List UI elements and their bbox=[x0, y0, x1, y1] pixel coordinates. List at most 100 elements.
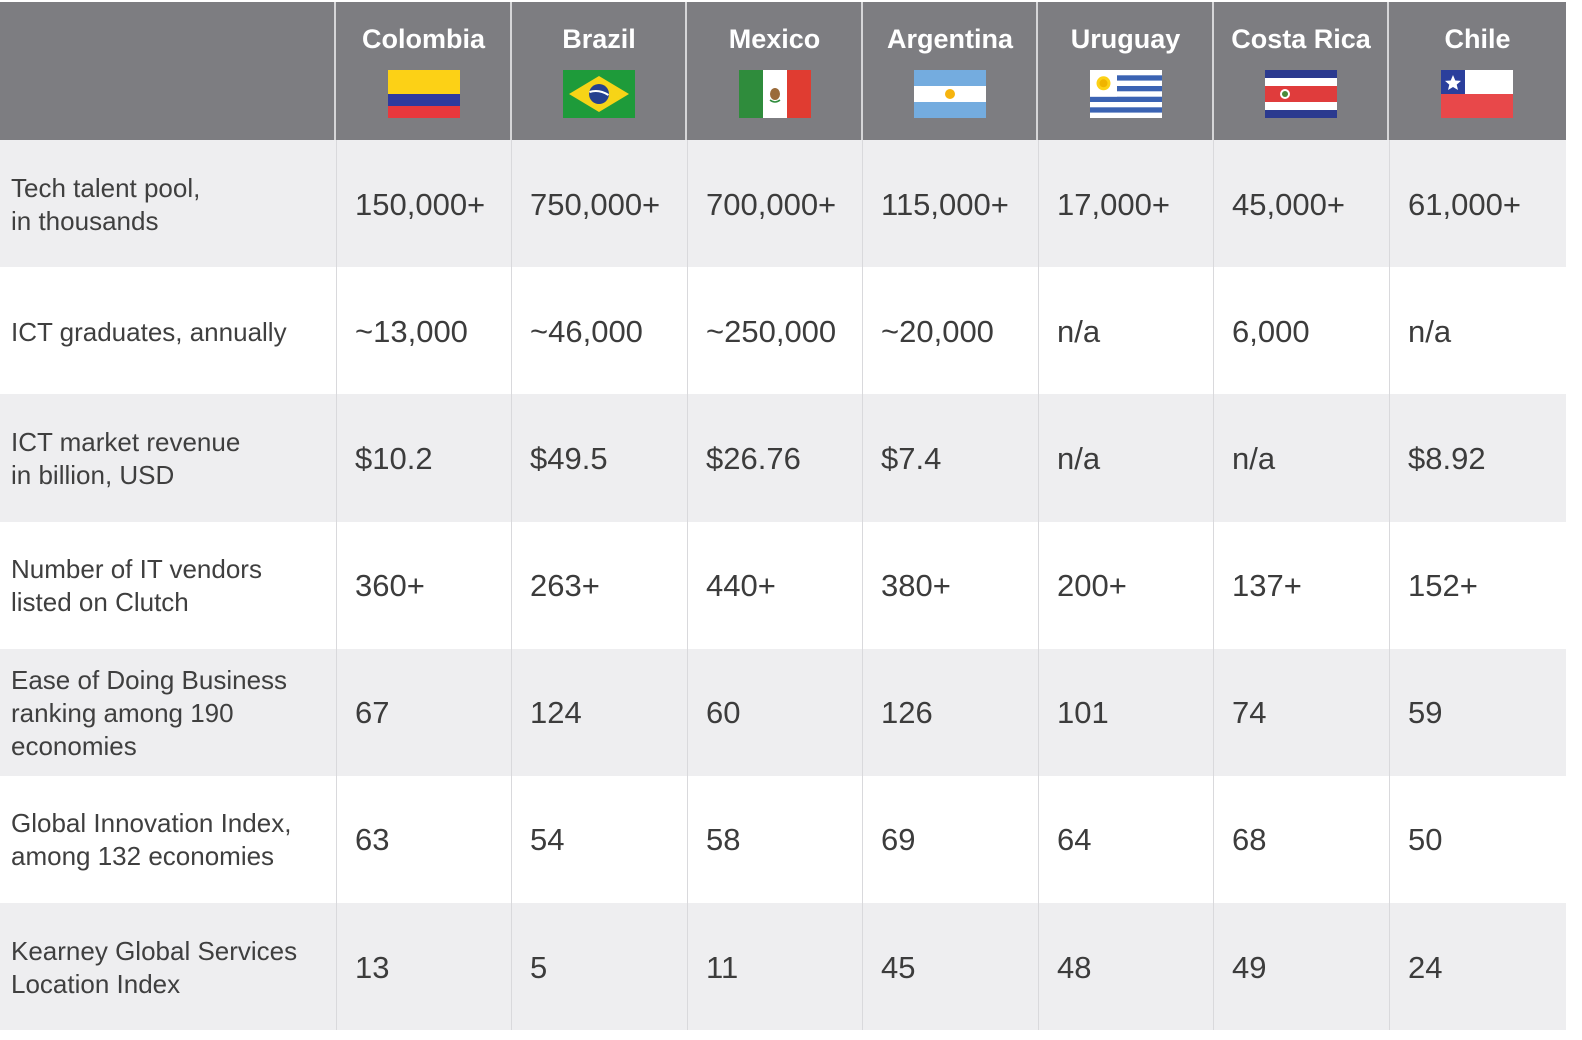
table-cell: 360+ bbox=[355, 568, 425, 603]
table-cell: 137+ bbox=[1232, 568, 1302, 603]
table-row bbox=[0, 394, 1566, 522]
row-label: Kearney Global Services Location Index bbox=[11, 936, 298, 999]
costa-rica-flag-icon bbox=[1265, 70, 1337, 118]
header-divider bbox=[1212, 2, 1214, 140]
table-cell: 64 bbox=[1057, 822, 1092, 857]
table-cell: 49 bbox=[1232, 950, 1267, 985]
table-cell: 380+ bbox=[881, 568, 951, 603]
column-divider bbox=[862, 140, 863, 1030]
chile-flag-icon bbox=[1441, 70, 1513, 118]
table-cell: 13 bbox=[355, 950, 390, 985]
table-cell: $10.2 bbox=[355, 441, 433, 476]
table-cell: $8.92 bbox=[1408, 441, 1486, 476]
column-divider bbox=[511, 140, 512, 1030]
row-label: Global Innovation Index, among 132 econo… bbox=[11, 808, 292, 871]
table-cell: n/a bbox=[1057, 314, 1101, 349]
uruguay-flag-icon bbox=[1090, 70, 1162, 118]
column-header-brazil: Brazil bbox=[511, 2, 687, 140]
table-cell: 126 bbox=[881, 695, 933, 730]
table-cell: ~13,000 bbox=[355, 314, 468, 349]
row-label: Ease of Doing Business ranking among 190… bbox=[11, 665, 288, 761]
country-name: Uruguay bbox=[1070, 24, 1181, 54]
table-row bbox=[0, 776, 1566, 903]
table-row bbox=[0, 267, 1566, 394]
table-cell: 50 bbox=[1408, 822, 1443, 857]
colombia-flag-icon bbox=[388, 70, 460, 118]
column-divider bbox=[336, 140, 337, 1030]
row-label: ICT market revenue in billion, USD bbox=[11, 427, 241, 490]
column-header-chile: Chile bbox=[1389, 2, 1566, 140]
table-cell: 69 bbox=[881, 822, 916, 857]
column-divider bbox=[687, 140, 688, 1030]
table-cell: 24 bbox=[1408, 950, 1443, 985]
row-label: ICT graduates, annually bbox=[11, 317, 287, 347]
table-cell: 59 bbox=[1408, 695, 1443, 730]
table-row bbox=[0, 903, 1566, 1030]
column-divider bbox=[1389, 140, 1390, 1030]
row-label: Number of IT vendors listed on Clutch bbox=[11, 554, 262, 617]
table-cell: 17,000+ bbox=[1057, 187, 1170, 222]
header-divider bbox=[510, 2, 512, 140]
table-cell: $26.76 bbox=[706, 441, 801, 476]
table-cell: 700,000+ bbox=[706, 187, 837, 222]
argentina-flag-icon bbox=[914, 70, 986, 118]
table-cell: ~20,000 bbox=[881, 314, 994, 349]
column-header-uruguay: Uruguay bbox=[1038, 2, 1213, 140]
table-cell: 45,000+ bbox=[1232, 187, 1345, 222]
table-cell: 200+ bbox=[1057, 568, 1127, 603]
table-cell: 11 bbox=[706, 950, 739, 985]
table-cell: n/a bbox=[1057, 441, 1101, 476]
header-divider bbox=[1036, 2, 1038, 140]
header-divider bbox=[1387, 2, 1389, 140]
country-name: Costa Rica bbox=[1231, 24, 1371, 54]
table-cell: $7.4 bbox=[881, 441, 942, 476]
table-cell: 61,000+ bbox=[1408, 187, 1521, 222]
mexico-flag-icon bbox=[739, 70, 811, 118]
table-header: Colombia Brazil bbox=[0, 2, 1566, 140]
column-header-mexico: Mexico bbox=[687, 2, 862, 140]
table-row bbox=[0, 522, 1566, 649]
table-cell: 48 bbox=[1057, 950, 1092, 985]
country-name: Argentina bbox=[886, 24, 1013, 54]
table-cell: 263+ bbox=[530, 568, 600, 603]
table-cell: 750,000+ bbox=[530, 187, 661, 222]
column-header-argentina: Argentina bbox=[862, 2, 1038, 140]
column-divider bbox=[1038, 140, 1039, 1030]
table-cell: 124 bbox=[530, 695, 582, 730]
table-cell: 58 bbox=[706, 822, 741, 857]
country-name: Mexico bbox=[728, 24, 821, 54]
table-cell: 101 bbox=[1057, 695, 1109, 730]
country-name: Chile bbox=[1444, 24, 1511, 54]
table-cell: 150,000+ bbox=[355, 187, 486, 222]
brazil-flag-icon bbox=[563, 70, 635, 118]
table-row bbox=[0, 649, 1566, 776]
header-divider bbox=[861, 2, 863, 140]
table-cell: ~46,000 bbox=[530, 314, 643, 349]
column-header-costa-rica: Costa Rica bbox=[1213, 2, 1389, 140]
row-label: Tech talent pool, in thousands bbox=[11, 173, 201, 236]
table-cell: 152+ bbox=[1408, 568, 1478, 603]
table-cell: 45 bbox=[881, 950, 916, 985]
table-cell: 67 bbox=[355, 695, 390, 730]
table-cell: 115,000+ bbox=[881, 187, 1009, 222]
table-cell: 63 bbox=[355, 822, 390, 857]
table-cell: 5 bbox=[530, 950, 548, 985]
column-divider bbox=[1213, 140, 1214, 1030]
table-row bbox=[0, 140, 1566, 267]
header-divider bbox=[334, 2, 336, 140]
table-cell: 74 bbox=[1232, 695, 1267, 730]
table-cell: 60 bbox=[706, 695, 741, 730]
table-cell: n/a bbox=[1232, 441, 1276, 476]
column-header-colombia: Colombia bbox=[336, 2, 511, 140]
table-cell: ~250,000 bbox=[706, 314, 837, 349]
table-cell: n/a bbox=[1408, 314, 1452, 349]
country-name: Brazil bbox=[562, 24, 636, 54]
table-cell: 54 bbox=[530, 822, 565, 857]
table-cell: $49.5 bbox=[530, 441, 608, 476]
table-cell: 68 bbox=[1232, 822, 1267, 857]
header-divider bbox=[685, 2, 687, 140]
table-cell: 6,000 bbox=[1232, 314, 1310, 349]
table-cell: 440+ bbox=[706, 568, 776, 603]
country-name: Colombia bbox=[361, 24, 485, 54]
